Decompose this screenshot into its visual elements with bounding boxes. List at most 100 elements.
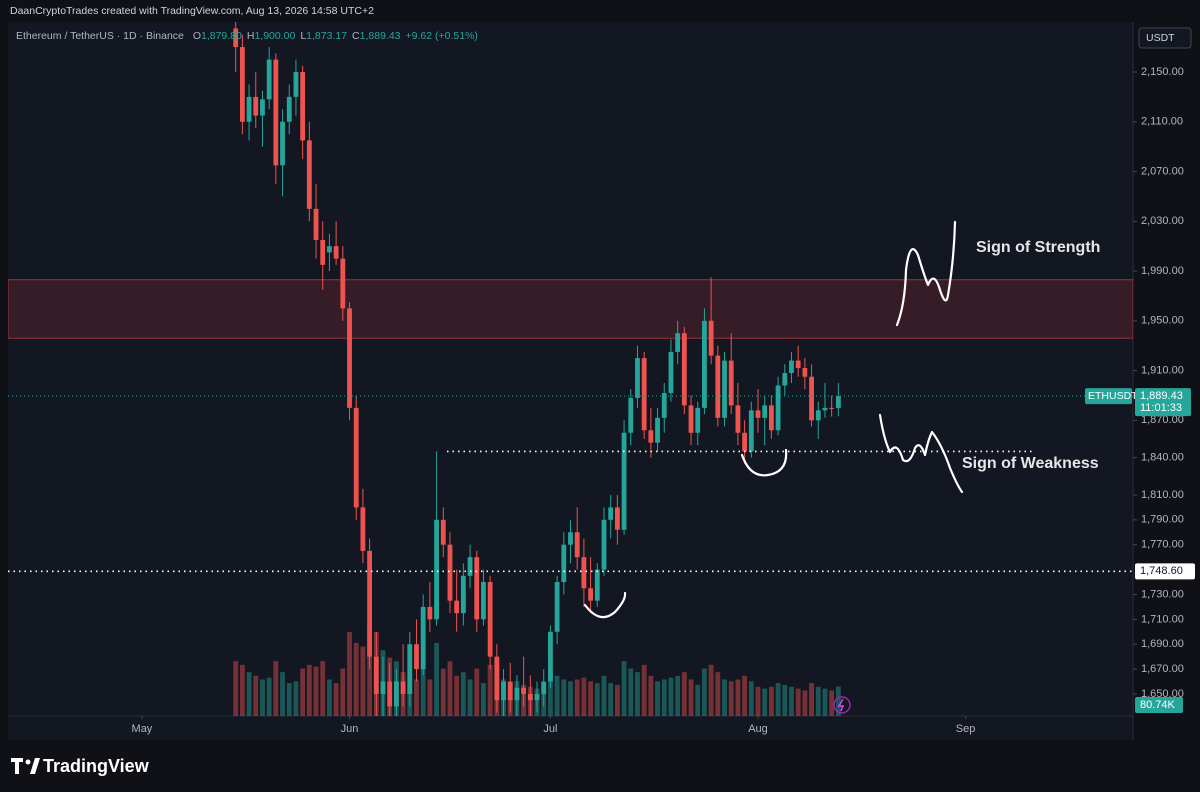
volume-bar (742, 675, 748, 716)
currency-button[interactable] (1138, 27, 1192, 49)
candle-body (835, 396, 841, 409)
legend-key: O (193, 30, 201, 42)
candle-body (514, 687, 520, 701)
volume-bar (775, 683, 781, 716)
candle-body (454, 600, 460, 614)
volume-bar (347, 631, 352, 716)
candle-body (748, 410, 754, 452)
x-tick-label: Jun (341, 723, 359, 735)
candle-body (588, 588, 593, 601)
brand-logo (11, 758, 40, 774)
last-price-label: 1,889.43 (1140, 390, 1183, 402)
volume-bar (454, 675, 460, 716)
volume-bar (440, 668, 446, 716)
candle-body (427, 606, 433, 620)
volume-bar (822, 688, 828, 716)
candle-body (467, 557, 473, 576)
volume-bar (266, 677, 272, 716)
legend-value: 1,889.43 (360, 30, 401, 42)
candle-body (420, 606, 426, 670)
level-badge (1135, 563, 1195, 580)
candle-body (527, 693, 533, 701)
symbol-badge (1085, 388, 1132, 405)
candle-body (789, 360, 794, 374)
candle-body (635, 358, 640, 398)
volume-bar (487, 664, 493, 716)
logo-mark (30, 758, 40, 774)
candle-body (501, 681, 506, 701)
volume-bar (306, 664, 312, 716)
candle-body (675, 333, 681, 352)
resistance-zone (8, 279, 1133, 339)
y-tick-label: 2,070.00 (1141, 165, 1184, 177)
candle-body (762, 405, 768, 418)
volume-bar (802, 690, 808, 716)
candle-body (253, 96, 259, 116)
candle-body (320, 239, 326, 265)
volume-bar (568, 681, 573, 716)
candle-body (621, 432, 627, 530)
candle-body (534, 693, 540, 701)
scribble (878, 413, 964, 494)
candle-body (722, 360, 727, 418)
candle-body (434, 519, 439, 620)
volume-bar (681, 672, 687, 716)
volume-bar (420, 664, 426, 716)
currency-button-label[interactable]: USDT (1146, 32, 1175, 44)
candle-body (548, 631, 553, 682)
symbol-legend: Ethereum / TetherUS · 1D · Binance O1,87… (16, 30, 478, 42)
candle-body (407, 644, 413, 694)
x-tick-label: Aug (748, 723, 768, 735)
volume-bar (320, 661, 326, 716)
candle-body (702, 320, 707, 408)
volume-bar (414, 679, 419, 716)
y-tick-label: 1,990.00 (1141, 265, 1184, 277)
candle-body (380, 681, 386, 694)
candle-body (755, 410, 761, 418)
volume-bar (367, 624, 373, 716)
candle-body (327, 246, 332, 253)
volume-bar (608, 683, 614, 716)
volume-bar (581, 677, 587, 716)
candle-body (574, 532, 580, 558)
legend-value: 1,873.17 (306, 30, 347, 42)
legend-value: 1,879.80 (201, 30, 242, 42)
symbol-title: Ethereum / TetherUS · 1D · Binance (16, 30, 184, 42)
volume-bar (708, 664, 714, 716)
candle-body (313, 208, 319, 240)
volume-bar (675, 675, 681, 716)
alert-icon[interactable] (833, 696, 851, 714)
hand-drawings (583, 220, 964, 619)
candle-body (260, 99, 265, 116)
candle-body (782, 373, 788, 386)
volume-bar (286, 683, 292, 716)
legend-key: L (300, 30, 306, 42)
y-tick-label: 2,110.00 (1141, 116, 1183, 128)
candle-body (333, 246, 339, 259)
annotation: Sign of Strength (976, 239, 1100, 256)
volume-bar (434, 642, 439, 716)
volume-bar (327, 679, 332, 716)
volume-bar (722, 679, 727, 716)
volume-bar (755, 686, 761, 716)
candle-body (360, 507, 366, 551)
volume-bar (474, 668, 480, 716)
scribble (740, 448, 788, 477)
volume-bar (661, 679, 667, 716)
candle-body (829, 407, 835, 409)
volume-badge-label: 80.74K (1140, 699, 1176, 711)
volume-bar (601, 675, 607, 716)
volume-badge (1135, 697, 1183, 713)
candle-body (648, 430, 654, 443)
y-tick-label: 2,030.00 (1141, 215, 1184, 227)
candle-body (266, 59, 272, 100)
candle-body (541, 681, 547, 694)
candle-body (347, 308, 352, 408)
annotation: Sign of Weakness (962, 455, 1099, 472)
candle-body (447, 544, 453, 601)
candle-body (561, 544, 567, 583)
candle-body (668, 351, 674, 393)
symbol-badge-label: ETHUSDT (1088, 390, 1138, 402)
volume-bar (293, 681, 299, 716)
volume-bar (239, 664, 245, 716)
